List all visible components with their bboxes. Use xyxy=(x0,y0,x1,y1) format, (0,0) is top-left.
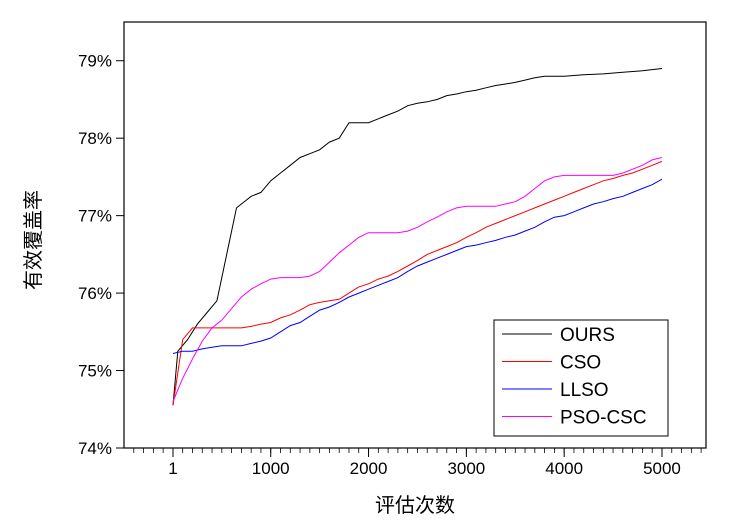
y-tick-label: 75% xyxy=(78,362,112,381)
plot-frame xyxy=(123,21,707,449)
x-tick-label: 1 xyxy=(168,459,177,478)
legend-label-cso: CSO xyxy=(560,353,601,374)
legend: OURS CSO LLSO PSO-CSC xyxy=(493,319,669,437)
x-tick-label: 1000 xyxy=(252,459,290,478)
tick-labels: 1 1000 2000 3000 4000 5000 74% 75% 76% 77% 78% 79% xyxy=(78,52,681,478)
y-tick-label: 79% xyxy=(78,52,112,71)
series-line-ours xyxy=(172,68,663,406)
x-tick-label: 5000 xyxy=(643,459,681,478)
series-lines xyxy=(172,68,663,406)
series-line-pso-csc xyxy=(172,157,663,402)
x-axis-title: 评估次数 xyxy=(375,493,455,517)
y-tick-label: 76% xyxy=(78,284,112,303)
legend-label-pso-csc: PSO-CSC xyxy=(560,408,647,429)
legend-label-llso: LLSO xyxy=(560,380,609,401)
y-tick-label: 77% xyxy=(78,207,112,226)
x-tick-label: 2000 xyxy=(350,459,388,478)
minor-ticks xyxy=(133,448,702,453)
series-line-llso xyxy=(172,178,663,354)
legend-label-ours: OURS xyxy=(560,325,615,346)
y-axis-title: 有效覆盖率 xyxy=(21,190,45,290)
x-tick-label: 3000 xyxy=(447,459,485,478)
major-ticks xyxy=(116,60,663,457)
series-line-cso xyxy=(172,160,663,406)
y-tick-label: 74% xyxy=(78,439,112,458)
x-tick-label: 4000 xyxy=(545,459,583,478)
y-tick-label: 78% xyxy=(78,129,112,148)
